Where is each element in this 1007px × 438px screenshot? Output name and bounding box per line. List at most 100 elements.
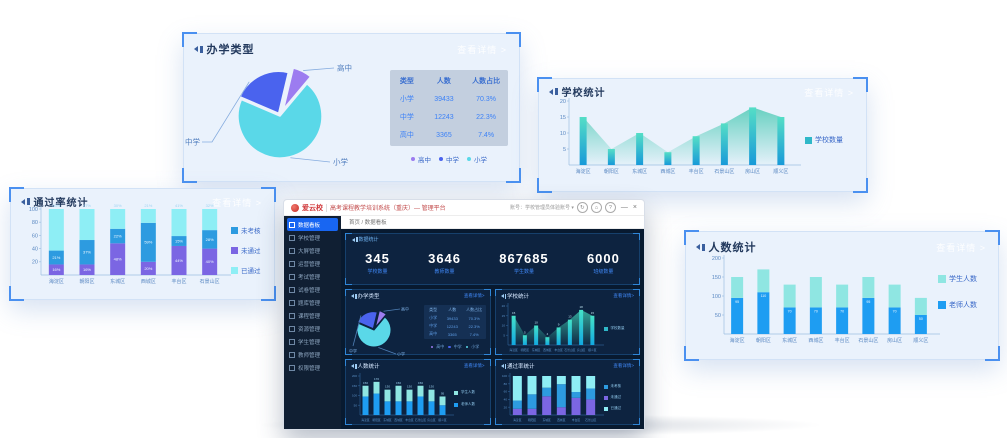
y-tick-label: 20 bbox=[503, 405, 507, 409]
sidebar-item[interactable]: 试卷管理 bbox=[284, 283, 341, 296]
bar-segment bbox=[809, 277, 822, 308]
table-cell: 12243 bbox=[434, 113, 454, 121]
x-tick-label: 西城区 bbox=[557, 418, 566, 422]
bar-segment bbox=[512, 400, 522, 409]
stats-panel-header: 数据统计 bbox=[352, 236, 379, 243]
y-tick-label: 20 bbox=[501, 304, 505, 308]
table-row: 类型 人数 人数占比 bbox=[424, 306, 486, 314]
area-series bbox=[583, 107, 781, 165]
table-cell: 70.3% bbox=[476, 95, 496, 103]
leader-line bbox=[378, 347, 397, 355]
sidebar-item[interactable]: 资源管理 bbox=[284, 322, 341, 335]
table-row: 中学 12243 22.3% bbox=[424, 322, 486, 330]
y-tick-label: 20 bbox=[560, 99, 566, 105]
table-row: 小学 39433 70.3% bbox=[424, 314, 486, 322]
bar-segment bbox=[362, 385, 369, 397]
sidebar-item[interactable]: 学校管理 bbox=[284, 231, 341, 244]
title-arrow-icon bbox=[21, 198, 25, 205]
segment-label: 15% bbox=[175, 238, 183, 243]
legend-item: 高中 bbox=[411, 154, 431, 164]
leader-line bbox=[290, 157, 331, 163]
menu-icon bbox=[289, 312, 295, 319]
top-label: 150 bbox=[363, 381, 368, 385]
x-tick-label: 西城区 bbox=[394, 418, 403, 422]
sidebar-item[interactable]: 数据看板 bbox=[287, 218, 338, 231]
bar-segment bbox=[731, 297, 744, 334]
x-tick-label: 石景山区 bbox=[585, 418, 596, 422]
y-tick-label: 10 bbox=[560, 131, 566, 137]
legend-swatch bbox=[805, 136, 812, 144]
x-tick-label: 东城区 bbox=[383, 418, 392, 422]
view-details-link[interactable]: 查看详情 > bbox=[936, 243, 986, 253]
account-menu[interactable]: 账号：学校管理员体验账号 ▾ bbox=[510, 205, 574, 211]
bar-segment bbox=[541, 376, 551, 388]
view-details-link[interactable]: 查看详情 > bbox=[457, 45, 507, 55]
leader-line bbox=[383, 308, 401, 312]
sidebar-item[interactable]: 教师管理 bbox=[284, 348, 341, 361]
top-label: 63% bbox=[52, 203, 60, 208]
y-tick-label: 15 bbox=[560, 115, 566, 121]
menu-icon bbox=[289, 364, 295, 371]
pie-legend: 高中 中学 小学 bbox=[424, 344, 486, 350]
refresh-icon[interactable]: ↻ bbox=[576, 202, 588, 213]
sidebar-item[interactable]: 运营管理 bbox=[284, 257, 341, 270]
value-label: 10 bbox=[534, 321, 538, 325]
legend-swatch bbox=[430, 345, 434, 349]
chart-legend: 未考核 未通过 已通过 bbox=[603, 384, 621, 411]
stats-panel: 数据统计 345 学校数量 3646 教师数量 867685 学生数量 6000 班级数量 bbox=[345, 233, 640, 285]
legend-swatch bbox=[231, 266, 238, 274]
sidebar-item[interactable]: 学生管理 bbox=[284, 335, 341, 348]
bar-segment bbox=[202, 248, 218, 275]
legend-swatch bbox=[454, 402, 458, 407]
x-tick-label: 顺义区 bbox=[438, 418, 447, 422]
legend-item: 老师人数 bbox=[454, 402, 475, 407]
x-tick-label: 东城区 bbox=[542, 418, 551, 422]
sidebar-item[interactable]: 权限管理 bbox=[284, 361, 341, 374]
sidebar-item-label: 运营管理 bbox=[298, 261, 321, 268]
bar-segment bbox=[79, 264, 95, 275]
y-tick-label: 150 bbox=[712, 275, 721, 281]
y-tick-label: 80 bbox=[32, 220, 38, 226]
legend-swatch bbox=[454, 390, 458, 395]
bar bbox=[556, 327, 561, 345]
corner-bracket bbox=[633, 278, 640, 285]
dash-panel-pass-rate: 通过率统计 查看详情> 20 40 60 80 100 海淀区 朝阳区 东城区 西城区 丰台区 石景… bbox=[494, 359, 640, 425]
bar bbox=[579, 117, 587, 165]
view-details-link[interactable]: 查看详情> bbox=[613, 363, 634, 368]
sidebar-item[interactable]: 题库管理 bbox=[284, 296, 341, 309]
sidebar-item[interactable]: 大屏管理 bbox=[284, 244, 341, 257]
segment-label: 95 bbox=[735, 300, 739, 304]
bar-segment bbox=[585, 399, 595, 415]
home-icon[interactable]: ⌂ bbox=[590, 202, 602, 213]
bar-segment bbox=[914, 297, 927, 315]
view-details-link[interactable]: 查看详情> bbox=[613, 293, 634, 298]
help-icon[interactable]: ? bbox=[604, 202, 616, 213]
breadcrumb: 首页 / 数据看板 bbox=[341, 216, 644, 229]
area-series bbox=[513, 309, 592, 345]
legend-label: 未通过 bbox=[241, 248, 261, 255]
view-details-link[interactable]: 查看详情 > bbox=[804, 88, 854, 98]
view-details-link[interactable]: 查看详情 > bbox=[212, 198, 262, 208]
pie-slice bbox=[357, 311, 378, 330]
view-details-link[interactable]: 查看详情> bbox=[463, 363, 485, 368]
pie-label: 中学 bbox=[185, 137, 200, 147]
value-label: 5 bbox=[524, 330, 526, 334]
bar bbox=[749, 107, 757, 165]
bar-segment bbox=[79, 240, 95, 265]
sidebar-item-label: 试卷管理 bbox=[298, 287, 321, 294]
legend-label: 学生人数 bbox=[461, 390, 475, 394]
y-tick-label: 40 bbox=[32, 247, 38, 253]
window-title: 高考课程教学培训系统（重庆）— 管理平台 bbox=[330, 206, 446, 212]
legend-label: 学校数量 bbox=[610, 326, 625, 330]
bar-segment bbox=[110, 228, 126, 244]
legend-swatch bbox=[465, 345, 469, 349]
top-label: 95 bbox=[441, 391, 445, 395]
close-button[interactable]: × bbox=[632, 204, 637, 211]
sidebar-item-label: 教师管理 bbox=[298, 352, 321, 359]
view-details-link[interactable]: 查看详情> bbox=[463, 293, 485, 298]
minimize-button[interactable]: — bbox=[620, 204, 628, 211]
segment-label: 70 bbox=[788, 309, 792, 313]
sidebar-item[interactable]: 考试管理 bbox=[284, 270, 341, 283]
divider bbox=[326, 203, 327, 212]
sidebar-item[interactable]: 课程管理 bbox=[284, 309, 341, 322]
